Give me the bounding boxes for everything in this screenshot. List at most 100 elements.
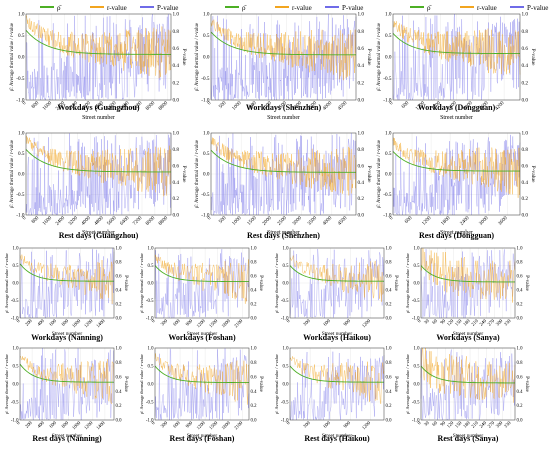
y-tick-label: 0.0 (203, 172, 210, 178)
x-tick-label: 1200 (196, 420, 207, 431)
x-tick-label: 3000 (478, 215, 490, 227)
x-tick-label: 1000 (231, 215, 243, 227)
chart-title-workdays-guangzhou: Workdays (Guangzhou) (57, 103, 140, 112)
plot-frame (420, 347, 516, 421)
legend-label-1: r-value (107, 4, 127, 12)
y-tick-label: -0.5 (383, 192, 392, 198)
x-tick-label: 600 (49, 420, 58, 429)
y-tick-label: 0.0 (18, 55, 25, 61)
y2-tick-label: 0.0 (386, 317, 393, 322)
x-tick-label: 1600 (42, 215, 54, 227)
y2-tick-label: 0.0 (173, 98, 180, 104)
plot-frame (392, 13, 521, 101)
plot-frame (25, 132, 172, 216)
series-p-value (19, 248, 115, 319)
y-axis-label: ρ̄: Average thermal value / r-value (377, 139, 382, 208)
y-axis-label: ρ̄: Average thermal value / r-value (10, 22, 15, 91)
x-tick-label: 3000 (291, 100, 303, 112)
y-tick-label: -0.5 (201, 192, 210, 198)
x-tick-label: 200 (25, 318, 34, 327)
y-tick-label: 1.0 (283, 247, 290, 252)
x-tick-label: 4500 (337, 215, 349, 227)
y2-tick-label: 0.4 (251, 390, 258, 395)
x-tick-label: 300 (303, 420, 312, 429)
y2-tick-label: 0.2 (173, 196, 180, 202)
y-tick-label: 0.0 (13, 282, 20, 287)
y-tick-label: -0.5 (16, 192, 25, 198)
chart-title-workdays-foshan: Workdays (Foshan) (168, 333, 236, 342)
y-tick-label: 0.5 (148, 264, 155, 269)
y-tick-label: 0.5 (283, 365, 290, 370)
y2-tick-label: 1.0 (517, 247, 524, 252)
x-tick-label: 1200 (421, 215, 433, 227)
series-rho (19, 363, 114, 383)
y2-tick-label: 0.4 (173, 180, 180, 186)
x-tick-label: 150 (455, 420, 464, 429)
series-rho (420, 365, 515, 384)
x-tick-label: 0 (388, 100, 394, 106)
y-tick-label: -0.5 (412, 299, 420, 304)
chart-workdays-haikou: -1.0 -0.5 0.0 0.5 1.0 0.0 0.2 0.4 0.6 0.8 1.0 0 300 6… (274, 247, 399, 337)
x-axis-label: Street number (440, 115, 473, 121)
y-tick-label: -1.0 (11, 419, 19, 424)
y-tick-label: 1.0 (414, 247, 421, 252)
x-tick-label: 240 (479, 420, 488, 429)
y2-axis-label: P-value (258, 275, 264, 292)
x-tick-label: 180 (463, 318, 472, 327)
y-tick-label: -0.5 (146, 401, 154, 406)
x-tick-label: 1000 (72, 318, 83, 329)
y2-axis-label: P-value (530, 165, 536, 183)
y-axis-label: ρ̄: Average thermal value / r-value (4, 253, 9, 313)
chart-title-workdays-nanning: Workdays (Nanning) (31, 333, 103, 342)
y2-tick-label: 0.8 (251, 261, 258, 266)
y2-tick-label: 0.4 (386, 289, 393, 294)
y2-tick-label: 1.0 (517, 347, 524, 352)
x-tick-label: 300 (160, 318, 169, 327)
series-rho (154, 365, 249, 383)
x-tick-label: 6400 (119, 100, 131, 112)
x-tick-label: 300 (303, 318, 312, 327)
chart-rest-days-sanya: -1.0 -0.5 0.0 0.5 1.0 0.0 0.2 0.4 0.6 0.8 1.0 0 30 60… (405, 347, 530, 439)
x-axis-label: Street number (52, 433, 83, 439)
x-tick-label: 3200 (67, 100, 79, 112)
plot-frame (210, 13, 357, 101)
chart-workdays-shenzhen: -1.0-0.50.00.51.00.00.20.40.60.81.00 500 1… (195, 12, 372, 121)
y2-tick-label: 0.0 (522, 98, 529, 104)
y-tick-label: -1.0 (11, 317, 19, 322)
x-tick-label: 1500 (246, 100, 258, 112)
plot-frame (210, 132, 357, 216)
series-rho (25, 149, 171, 173)
y2-tick-label: 0.4 (173, 63, 180, 69)
y-axis-label: ρ̄: Average thermal value / r-value (195, 22, 200, 91)
y2-tick-label: 0.0 (116, 419, 123, 424)
chart-rest-days-guangzhou: -1.0 -0.5 0.0 0.5 1.0 0.0 0.2 0.4 0.6 0.8 1.0 0 800 1… (10, 131, 187, 236)
x-tick-label: 0 (21, 100, 27, 106)
y2-tick-label: 0.2 (386, 404, 393, 409)
y-tick-label: 0.0 (13, 383, 20, 388)
y2-tick-label: 0.6 (522, 163, 529, 169)
x-tick-label: 0 (417, 420, 423, 426)
series-r-value (289, 255, 385, 302)
plot-frame (154, 347, 250, 421)
chart-title-workdays-haikou: Workdays (Haikou) (303, 333, 371, 342)
y2-tick-label: 0.6 (173, 46, 180, 52)
x-tick-label: 600 (49, 318, 58, 327)
x-tick-label: 400 (37, 318, 46, 327)
y-tick-label: 0.5 (13, 365, 20, 370)
y2-tick-label: 1.0 (522, 131, 529, 137)
y-tick-label: -0.5 (11, 299, 19, 304)
y2-axis-label: P-value (366, 165, 372, 183)
y2-tick-label: 0.6 (522, 46, 529, 52)
y2-tick-label: 0.4 (116, 390, 123, 395)
chart-workdays-foshan: -1.0 -0.5 0.0 0.5 1.0 0.0 0.2 0.4 0.6 0.8 1.0 0 300 6… (139, 247, 264, 337)
x-tick-label: 90 (440, 420, 447, 427)
x-tick-label: 1800 (221, 420, 232, 431)
y2-tick-label: 0.4 (517, 390, 524, 395)
x-tick-label: 2400 (459, 215, 471, 227)
y2-axis-label: P-value (530, 48, 536, 66)
chart-workdays-sanya: -1.0 -0.5 0.0 0.5 1.0 0.0 0.2 0.4 0.6 0.8 1.0 0 30 60… (405, 247, 530, 337)
y2-tick-label: 0.6 (251, 275, 258, 280)
x-tick-label: 5600 (106, 100, 118, 112)
y2-tick-label: 1.0 (173, 131, 180, 137)
y2-tick-label: 0.4 (358, 180, 365, 186)
